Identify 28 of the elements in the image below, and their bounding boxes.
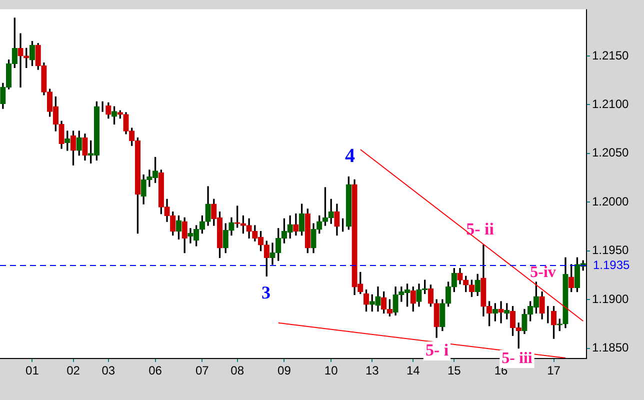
x-tick-label: 03 [102, 364, 116, 378]
annotation: 5-iv [530, 264, 556, 282]
annotation: 5- iii [502, 350, 533, 368]
annotation: 3 [262, 282, 270, 303]
x-tick-label: 08 [230, 364, 244, 378]
y-tick-label: 1.2000 [592, 194, 630, 208]
x-tick-label: 13 [365, 364, 380, 378]
x-tick-label: 01 [26, 364, 40, 378]
candlestick [18, 33, 24, 88]
x-tick-label: 07 [195, 364, 210, 378]
annotation: 5- ii [466, 219, 494, 238]
x-tick-label: 06 [148, 364, 162, 378]
x-tick-label: 02 [66, 364, 80, 378]
y-tick-label: 1.1850 [592, 340, 630, 355]
x-tick-label: 17 [547, 364, 561, 378]
x-tick-label: 09 [278, 364, 292, 378]
annotation: 4 [345, 145, 355, 168]
candlestick [498, 301, 504, 324]
y-tick-label: 1.1950 [592, 243, 630, 258]
ref-line-label: 1.1935 [593, 258, 630, 272]
y-tick-label: 1.2150 [592, 48, 630, 62]
x-tick-label: 10 [324, 364, 338, 378]
y-tick-label: 1.2100 [592, 96, 630, 111]
y-tick-label: 1.1900 [592, 292, 630, 306]
annotation: 5- i [425, 340, 449, 360]
x-tick-label: 14 [406, 364, 420, 378]
x-tick-label: 15 [447, 364, 462, 378]
y-tick-label: 1.2050 [592, 146, 630, 160]
